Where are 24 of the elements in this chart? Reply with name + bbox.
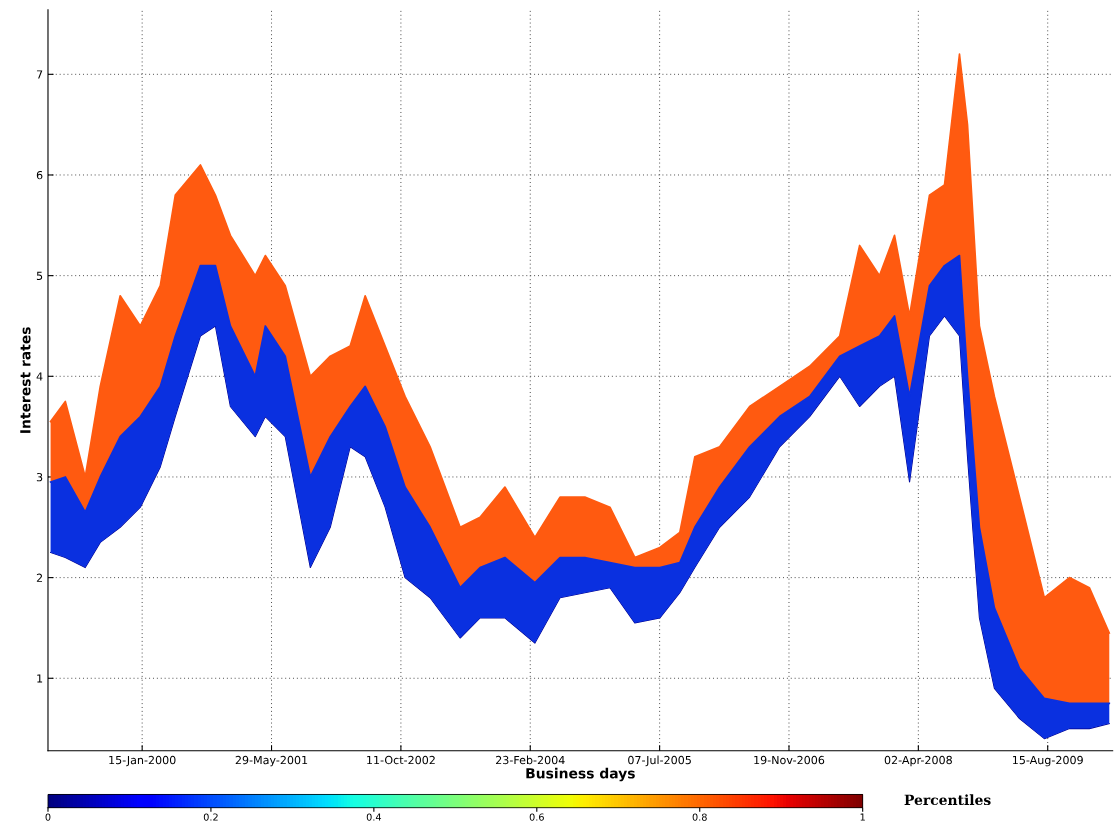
y-tick-label: 4 xyxy=(36,372,43,381)
x-tick-label: 11-Oct-2002 xyxy=(367,755,435,765)
color-bar-title: Percentiles xyxy=(904,794,991,806)
y-tick-label: 1 xyxy=(37,674,43,683)
x-tick-label: 19-Nov-2006 xyxy=(754,755,825,765)
color-bar-label: 0 xyxy=(45,813,51,821)
y-tick-label: 6 xyxy=(36,170,43,180)
x-tick-label: 07-Jul-2005 xyxy=(628,755,691,767)
x-tick-label: 23-Feb-2004 xyxy=(496,755,565,765)
color-bar-label: 0.6 xyxy=(529,813,544,821)
y-axis-title: Interest rates xyxy=(20,327,31,433)
y-tick-label: 7 xyxy=(36,70,43,79)
x-tick-label: 15-Aug-2009 xyxy=(1012,755,1083,767)
y-tick-label: 3 xyxy=(36,472,43,482)
color-bar-label: 0.8 xyxy=(692,813,707,821)
y-tick-label: 2 xyxy=(36,573,43,582)
x-tick-label: 29-May-2001 xyxy=(235,755,308,767)
color-bar-label: 0.2 xyxy=(203,813,218,821)
y-tick-label: 5 xyxy=(36,271,43,281)
color-bar-label: 1 xyxy=(860,813,865,821)
x-axis-title: Business days xyxy=(526,767,635,782)
x-tick-label: 02-Apr-2008 xyxy=(884,755,952,767)
x-tick-label: 15-Jan-2000 xyxy=(109,755,176,767)
color-bar-label: 0.4 xyxy=(366,813,382,821)
